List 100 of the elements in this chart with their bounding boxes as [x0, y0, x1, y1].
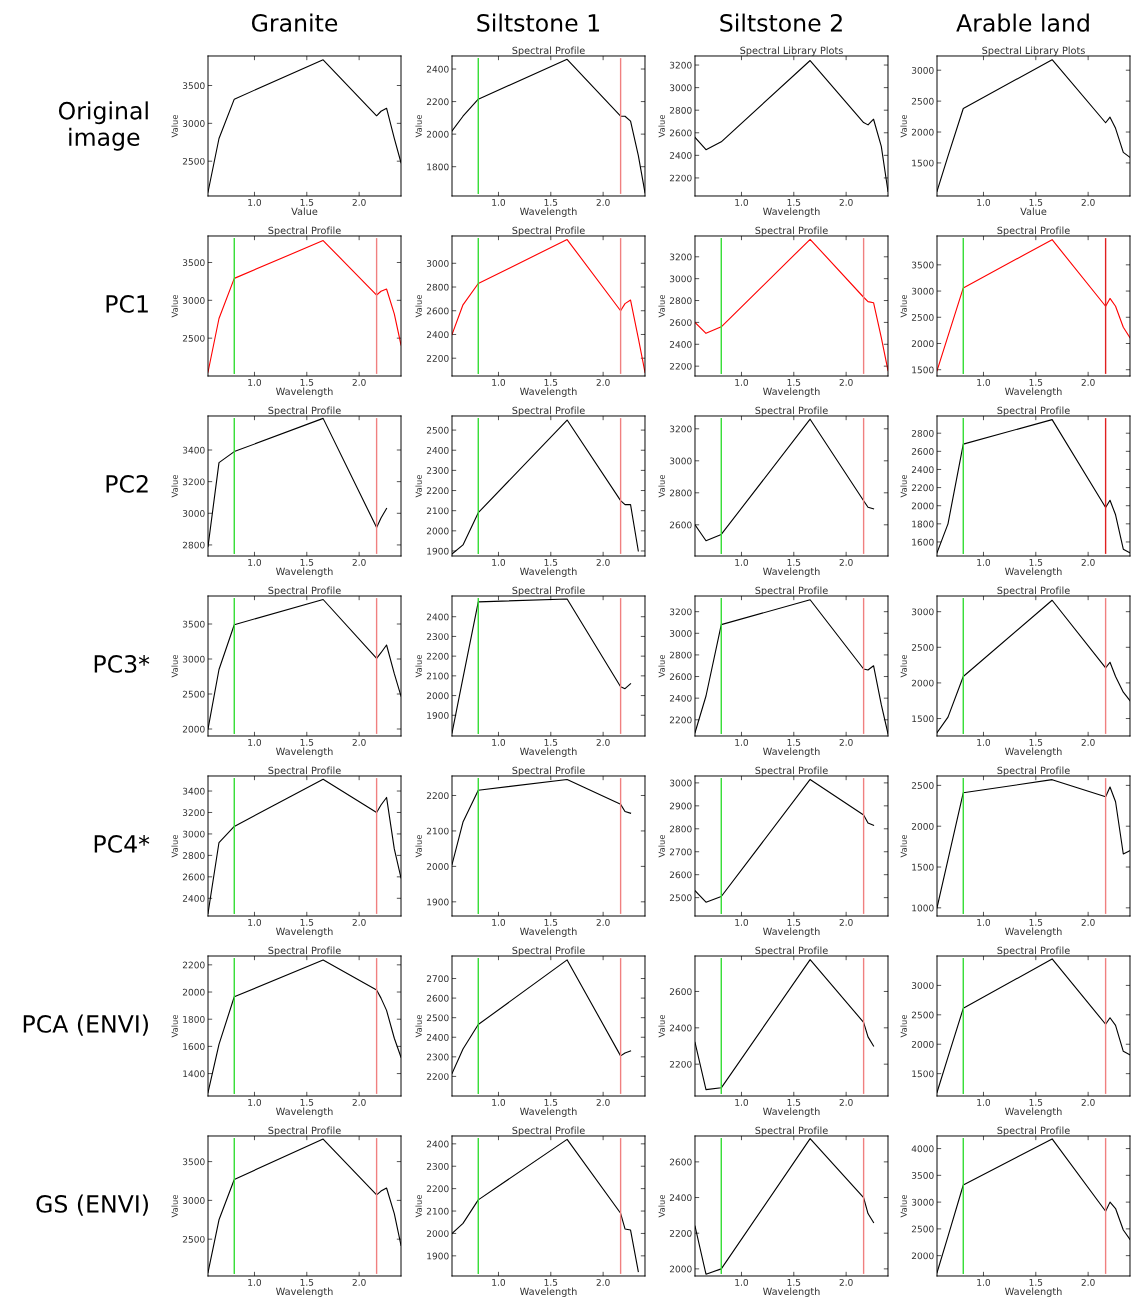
y-tick-label: 2600	[669, 988, 692, 996]
y-tick-label: 3000	[182, 510, 205, 517]
y-axis-title: Value	[900, 1195, 907, 1218]
x-tick-label: 1.5	[1029, 1099, 1043, 1106]
y-tick-label: 2000	[911, 1040, 934, 1048]
y-axis-title: Value	[658, 295, 665, 318]
y-tick-label: 1500	[912, 159, 934, 167]
x-tick-label: 2.0	[596, 918, 610, 926]
y-tick-label: 2200	[669, 716, 692, 724]
chart-title: Spectral Profile	[512, 406, 585, 416]
x-tick-label: 1.0	[492, 918, 506, 926]
y-tick-label: 3000	[669, 630, 692, 637]
y-axis-title: Value	[658, 1015, 665, 1038]
y-axis-title: Value	[900, 115, 907, 138]
x-tick-label: 2.0	[352, 198, 366, 206]
y-tick-label: 3200	[182, 809, 205, 817]
y-axis-title: Value	[658, 475, 665, 498]
y-tick-label: 2000	[182, 725, 205, 733]
x-tick-label: 1.0	[248, 1278, 262, 1286]
y-tick-label: 3000	[182, 1197, 205, 1204]
y-tick-label: 2000	[426, 863, 449, 870]
chart-title: Spectral Profile	[512, 586, 585, 596]
y-tick-label: 3000	[669, 779, 692, 787]
x-tick-label: 1.5	[544, 559, 558, 566]
x-tick-label: 2.0	[1081, 1098, 1095, 1106]
y-tick-label: 2500	[911, 782, 934, 789]
y-tick-label: 1000	[912, 904, 934, 912]
x-tick-label: 1.0	[735, 1098, 749, 1106]
x-tick-label: 2.0	[352, 558, 366, 566]
text: PCA (ENVI)	[23, 1014, 148, 1036]
x-tick-label: 2.0	[596, 738, 610, 746]
chart-title: Spectral Profile	[755, 1126, 828, 1136]
y-tick-label: 2200	[426, 652, 449, 660]
y-tick-label: 2400	[669, 341, 692, 348]
y-tick-label: 2300	[426, 633, 449, 640]
chart-title: Spectral Profile	[268, 586, 341, 596]
x-tick-label: 1.5	[544, 1279, 558, 1286]
y-axis-title: Value	[171, 475, 178, 498]
line-series	[937, 419, 1130, 554]
x-axis-title: Value	[291, 207, 318, 216]
y-tick-label: 2000	[426, 692, 449, 700]
y-tick-label: 3000	[669, 84, 692, 92]
x-tick-label: 1.5	[300, 919, 314, 926]
y-tick-label: 3500	[182, 1158, 205, 1166]
line-series	[695, 959, 875, 1091]
x-tick-label: 2.0	[1081, 1278, 1095, 1286]
x-tick-label: 1.0	[977, 1098, 991, 1106]
x-axis-title: Wavelength	[762, 1287, 820, 1297]
x-tick-label: 2.0	[596, 198, 610, 206]
y-tick-label: 2800	[182, 852, 205, 859]
y-tick-label: 2600	[911, 448, 934, 455]
x-tick-label: 2.0	[839, 1098, 853, 1106]
chart-title: Spectral Profile	[755, 766, 828, 776]
y-tick-label: 3000	[911, 1198, 934, 1206]
y-tick-label: 3200	[669, 61, 692, 69]
y-tick-label: 2200	[426, 1073, 449, 1080]
x-tick-label: 2.0	[839, 738, 853, 746]
y-tick-label: 1800	[183, 1015, 205, 1023]
y-tick-label: 2800	[669, 825, 692, 833]
x-axis-title: Wavelength	[275, 927, 333, 937]
chart-title: Spectral Profile	[997, 766, 1070, 776]
x-tick-label: 1.0	[735, 1278, 749, 1286]
y-tick-label: 1500	[912, 863, 934, 871]
y-tick-label: 3500	[182, 82, 205, 90]
x-tick-label: 2.0	[839, 378, 853, 386]
y-axis-title: Value	[900, 295, 907, 318]
text: GS (ENVI)	[36, 1194, 148, 1216]
chart-title: Spectral Profile	[997, 946, 1070, 956]
x-tick-label: 1.5	[787, 1099, 801, 1106]
y-tick-label: 2200	[669, 1060, 692, 1068]
y-axis-title: Value	[900, 655, 907, 678]
x-tick-label: 1.0	[977, 198, 991, 206]
y-axis-title: Value	[900, 475, 907, 498]
x-tick-label: 1.5	[787, 739, 801, 746]
y-tick-label: 3500	[911, 1172, 934, 1179]
x-tick-label: 1.5	[787, 919, 801, 926]
y-tick-label: 2300	[426, 467, 449, 474]
x-tick-label: 1.5	[544, 1099, 558, 1106]
y-tick-label: 2300	[426, 1053, 449, 1061]
text: Arable land	[956, 13, 1089, 32]
y-tick-label: 3500	[182, 620, 205, 628]
y-tick-label: 3000	[911, 287, 934, 295]
y-tick-label: 3000	[669, 275, 692, 283]
y-tick-label: 3500	[911, 261, 934, 269]
y-tick-label: 2400	[426, 1033, 449, 1041]
y-tick-label: 2000	[911, 679, 934, 687]
x-tick-label: 1.5	[544, 919, 558, 926]
y-tick-label: 2100	[426, 827, 449, 835]
y-axis-title: Value	[171, 655, 178, 678]
y-axis-title: Value	[415, 1195, 422, 1218]
y-tick-label: 2800	[426, 283, 449, 291]
x-tick-label: 1.0	[492, 1098, 506, 1106]
y-tick-label: 2400	[669, 694, 692, 702]
y-tick-label: 2500	[911, 1225, 934, 1233]
y-tick-label: 3200	[669, 608, 692, 616]
x-axis-title: Wavelength	[275, 567, 333, 577]
x-axis-title: Wavelength	[275, 1107, 333, 1117]
text: Granite	[251, 13, 338, 32]
x-tick-label: 1.5	[300, 199, 314, 206]
y-tick-label: 2000	[911, 1252, 934, 1260]
